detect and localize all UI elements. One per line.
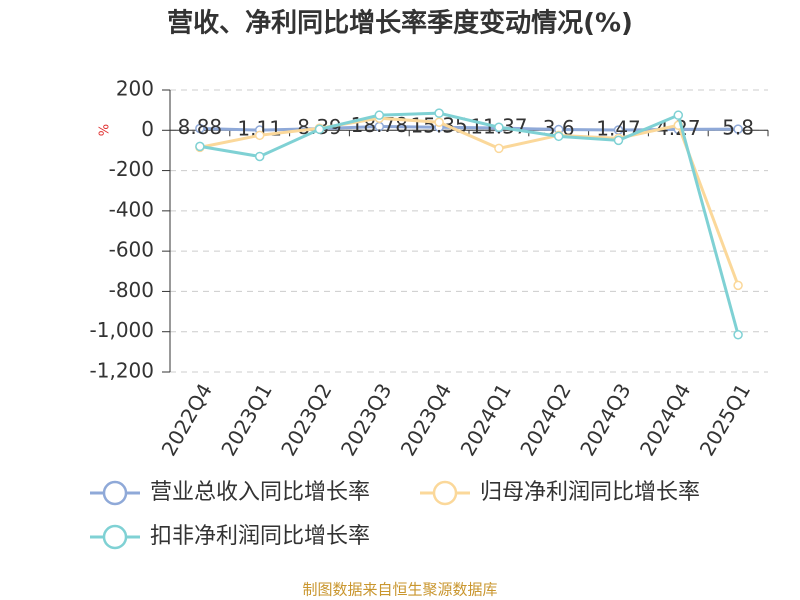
data-label: 5.8	[722, 116, 754, 140]
x-tick-label: 2023Q1	[216, 379, 276, 460]
data-point	[374, 110, 385, 120]
y-tick-label: 200	[116, 77, 154, 101]
legend-label: 归母净利润同比增长率	[480, 480, 700, 505]
legend-marker	[432, 480, 458, 506]
legend-label: 扣非净利润同比增长率	[150, 524, 370, 549]
chart-title: 营收、净利同比增长率季度变动情况(%)	[167, 8, 633, 39]
data-point	[254, 130, 265, 141]
data-label: 8.88	[178, 115, 223, 139]
x-tick-label: 2023Q3	[336, 379, 396, 460]
series-line	[199, 111, 740, 336]
series-line	[199, 116, 740, 286]
data-point	[553, 131, 564, 142]
y-tick-label: -400	[109, 197, 154, 221]
data-point	[195, 141, 205, 152]
y-axis-label: %	[98, 124, 113, 136]
data-point	[494, 122, 504, 133]
data-point	[733, 280, 743, 291]
x-tick-label: 2025Q1	[695, 379, 755, 460]
data-point	[673, 110, 684, 120]
x-tick-label: 2022Q4	[157, 379, 217, 460]
x-tick-label: 2024Q3	[575, 379, 635, 460]
legend-label: 营业总收入同比增长率	[150, 480, 370, 505]
data-point	[613, 135, 624, 146]
data-point	[494, 143, 504, 154]
legend-marker	[102, 524, 128, 550]
x-tick-label: 2024Q1	[456, 379, 516, 460]
y-tick-label: -200	[109, 157, 154, 181]
legend-marker	[102, 480, 128, 506]
y-tick-label: -800	[109, 278, 154, 302]
data-point	[254, 151, 265, 162]
x-tick-label: 2024Q2	[515, 379, 575, 460]
x-tick-label: 2024Q4	[635, 379, 695, 460]
y-tick-label: -600	[109, 238, 154, 262]
data-point	[314, 124, 325, 135]
y-tick-label: -1,200	[90, 359, 154, 383]
y-tick-label: 0	[141, 117, 154, 141]
series-line	[199, 125, 739, 132]
data-point	[733, 329, 743, 340]
source-note: 制图数据来自恒生聚源数据库	[302, 581, 497, 599]
x-tick-label: 2023Q2	[276, 379, 336, 460]
data-point	[733, 124, 743, 134]
x-tick-label: 2023Q4	[396, 379, 456, 460]
y-tick-label: -1,000	[90, 318, 154, 342]
data-point	[434, 108, 444, 118]
data-point	[195, 123, 205, 134]
data-point	[434, 117, 444, 127]
